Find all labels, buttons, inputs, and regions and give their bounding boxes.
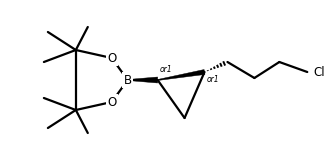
- Text: O: O: [107, 51, 116, 64]
- Text: or1: or1: [207, 75, 219, 84]
- Text: or1: or1: [160, 66, 172, 75]
- Text: Cl: Cl: [313, 66, 325, 78]
- Polygon shape: [157, 70, 205, 81]
- Text: B: B: [124, 74, 132, 87]
- Text: O: O: [107, 96, 116, 108]
- Polygon shape: [128, 77, 158, 83]
